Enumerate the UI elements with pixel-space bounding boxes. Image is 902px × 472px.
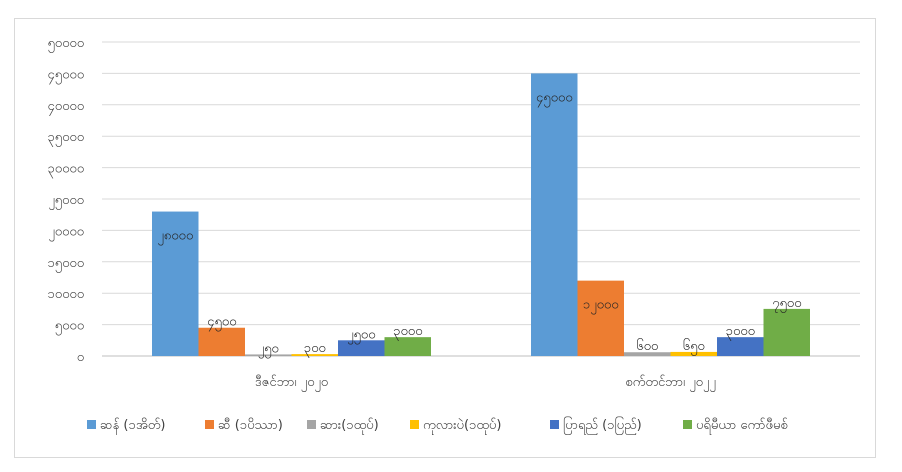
data-label: ၂၅၀ xyxy=(258,341,279,358)
data-label: ၄၅၀၀ xyxy=(207,315,236,332)
y-tick-label: ၃၅၀၀၀ xyxy=(47,130,84,147)
bar xyxy=(717,337,764,356)
y-tick-label: ၅၀၀၀၀ xyxy=(47,36,84,53)
bar xyxy=(577,280,624,356)
bar xyxy=(198,327,245,356)
legend-label: ဆီ (၁ပိဿာ) xyxy=(218,417,283,433)
y-tick-label: ၄၅၀၀၀ xyxy=(47,67,84,84)
data-label: ၇၅၀၀ xyxy=(772,296,801,313)
legend-swatch xyxy=(205,420,214,429)
data-label: ၄၅၀၀၀ xyxy=(536,90,573,107)
bar xyxy=(624,352,671,356)
bar xyxy=(531,73,578,357)
y-tick-label: ၁၅၀၀၀ xyxy=(47,256,84,273)
y-tick-label: ၁၀၀၀၀ xyxy=(47,287,84,302)
bar xyxy=(338,340,385,356)
legend-swatch xyxy=(410,420,419,429)
legend-label: ကုလားပဲ(၁ထုပ်) xyxy=(423,417,501,435)
data-label: ၆၀၀ xyxy=(636,338,658,354)
legend-swatch xyxy=(550,420,559,429)
legend-label: ဆား(၁ထုပ်) xyxy=(320,417,379,435)
legend-label: ပရိမီယာ ကော်ဖီမစ် xyxy=(696,417,788,435)
legend-swatch xyxy=(87,420,96,429)
bar xyxy=(670,351,717,356)
data-label: ၂၅၀၀ xyxy=(347,327,375,344)
data-label: ၁၂၀၀၀ xyxy=(583,298,619,315)
data-label: ၃၀၀၀ xyxy=(726,324,755,341)
legend-swatch xyxy=(683,420,692,429)
data-label: ၃၀၀ xyxy=(304,341,326,358)
legend-label: ဆန် (၁အိတ်) xyxy=(100,417,165,435)
bar xyxy=(152,211,199,356)
chart-frame: ၀ ၅၀၀၀ ၁၀၀၀၀ ၁၅၀၀၀ ၂၀၀၀၀ ၂၅၀၀၀ ၃၀၀၀၀ ၃၅၀၀၀ ၄၀၀၀၀… xyxy=(14,18,876,458)
x-category-label: ဒီဇင်ဘာ၊ ၂၀၂၀ xyxy=(255,374,328,392)
bar xyxy=(763,308,810,356)
y-tick-label: ၀ xyxy=(77,350,84,365)
y-tick-label: ၃၀၀၀၀ xyxy=(47,162,84,179)
legend-label: ပြာရည် (၁ပြည်) xyxy=(563,416,642,435)
bar xyxy=(245,354,292,356)
y-tick-label: ၂၅၀၀၀ xyxy=(48,193,84,210)
bar xyxy=(384,337,431,356)
bar-chart: ၀ ၅၀၀၀ ၁၀၀၀၀ ၁၅၀၀၀ ၂၀၀၀၀ ၂၅၀၀၀ ၃၀၀၀၀ ၃၅၀၀၀ ၄၀၀၀၀… xyxy=(47,36,860,435)
y-tick-label: ၅၀၀၀ xyxy=(55,319,84,336)
data-label: ၂၈၀၀၀ xyxy=(157,229,193,246)
y-tick-label: ၂၀၀၀၀ xyxy=(48,224,84,241)
legend-swatch xyxy=(307,420,316,429)
data-label: ၃၀၀၀ xyxy=(393,324,422,341)
data-label: ၆၅၀ xyxy=(683,338,705,356)
x-category-label: စက်တင်ဘာ၊ ၂၀၂၂ xyxy=(625,374,715,392)
bar xyxy=(291,354,338,356)
y-tick-label: ၄၀၀၀၀ xyxy=(47,99,84,116)
